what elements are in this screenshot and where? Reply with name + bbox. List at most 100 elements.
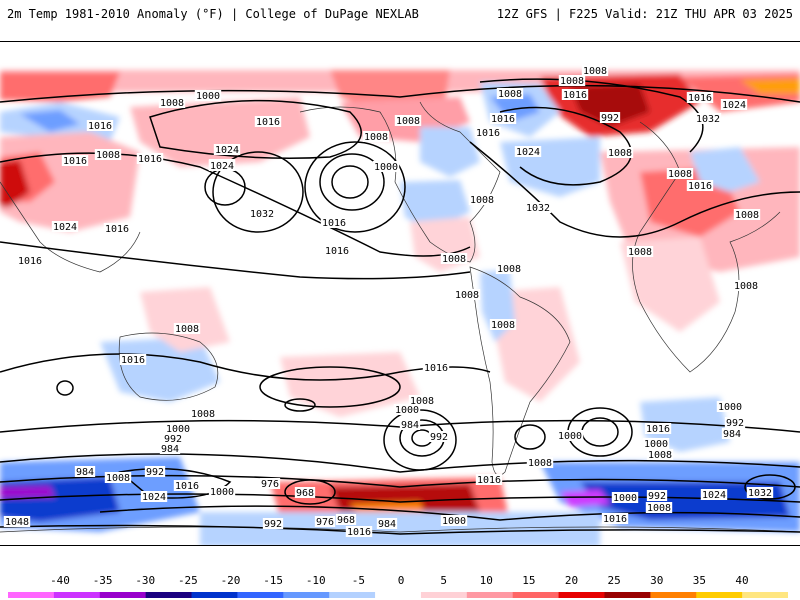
anomaly-shading: [0, 70, 800, 545]
svg-text:1048: 1048: [5, 517, 29, 528]
isobar-label: 1008: [526, 457, 554, 469]
colorbar-swatch: [191, 592, 238, 598]
isobar-label: 1008: [408, 395, 436, 407]
svg-text:1008: 1008: [735, 210, 759, 221]
svg-text:1016: 1016: [477, 475, 501, 486]
isobar-label: 1000: [716, 401, 744, 413]
svg-text:1008: 1008: [734, 281, 758, 292]
svg-text:1008: 1008: [470, 195, 494, 206]
map-panel: 1008 1000 1008 1016 1016 1008 1016 1016 1024 1024…: [0, 41, 800, 546]
svg-text:1016: 1016: [347, 527, 371, 538]
isobar-label: 984: [159, 443, 181, 455]
svg-text:1008: 1008: [364, 132, 388, 143]
svg-text:992: 992: [164, 434, 182, 445]
isobar-label: 1016: [119, 354, 147, 366]
svg-text:1024: 1024: [702, 490, 726, 501]
isobar-label: 976: [259, 478, 281, 490]
svg-text:1008: 1008: [175, 324, 199, 335]
svg-text:992: 992: [726, 418, 744, 429]
svg-text:1024: 1024: [215, 145, 239, 156]
svg-text:1008: 1008: [410, 396, 434, 407]
colorbar-swatch: [237, 592, 284, 598]
svg-text:1008: 1008: [442, 254, 466, 265]
southern-ocean-purple-e: [560, 490, 610, 507]
svg-text:1016: 1016: [256, 117, 280, 128]
svg-text:1008: 1008: [608, 148, 632, 159]
isobar-label: 1000: [642, 438, 670, 450]
isobar-label: 1016: [561, 89, 589, 101]
west-africa-warm: [620, 237, 720, 332]
isobar-label: 1008: [189, 408, 217, 420]
svg-text:1008: 1008: [528, 458, 552, 469]
isobar-labels: 1008 1000 1008 1016 1016 1008 1016 1016 1024 1024…: [3, 65, 774, 538]
isobar-label: 1024: [720, 99, 748, 111]
colorbar-tick-label: -5: [351, 574, 365, 587]
svg-text:1008: 1008: [628, 247, 652, 258]
colorbar-swatch: [99, 592, 147, 598]
svg-text:968: 968: [337, 515, 355, 526]
svg-text:1016: 1016: [138, 154, 162, 165]
alaska-cold-core: [20, 110, 80, 132]
arctic-orange: [740, 78, 800, 94]
isobar-label: 1016: [254, 116, 282, 128]
isobar-label: 1008: [496, 88, 524, 100]
svg-text:1000: 1000: [196, 91, 220, 102]
colorbar-swatch: [375, 592, 422, 598]
isobar-label: 1000: [164, 423, 192, 435]
isobar-label: 1024: [208, 160, 236, 172]
colorbar-swatch: [53, 592, 101, 598]
isobar-label: 992: [599, 112, 621, 124]
isobar-label: 1048: [3, 516, 31, 528]
south-pacific-warm: [280, 352, 420, 417]
isobar-label: 1008: [732, 280, 760, 292]
svg-text:992: 992: [264, 519, 282, 530]
isobar-label: 976: [314, 516, 336, 528]
isobar-label: 1016: [136, 153, 164, 165]
isobar-label: 1024: [514, 146, 542, 158]
isobar-label: 1024: [140, 491, 168, 503]
colorbar-tick-label: 10: [479, 574, 493, 587]
isobar-label: 992: [724, 417, 746, 429]
svg-text:1008: 1008: [191, 409, 215, 420]
svg-text:976: 976: [261, 479, 279, 490]
isobar-label: 1008: [495, 263, 523, 275]
svg-text:1016: 1016: [476, 128, 500, 139]
isobar-label: 968: [335, 514, 357, 526]
svg-text:976: 976: [316, 517, 334, 528]
isobar-label: 1008: [666, 168, 694, 180]
colorbar-ticks: -40 -35 -30 -25 -20 -15 -10 -5 0 5 10 15 20 25 30 35 40: [0, 574, 800, 588]
australia-coast: [118, 332, 219, 401]
isobar-label: 1032: [524, 202, 552, 214]
isobar-label: 992: [144, 466, 166, 478]
isobar-label: 968: [294, 487, 316, 499]
weather-map: 1008 1000 1008 1016 1016 1008 1016 1016 1024 1024…: [0, 65, 800, 545]
isobar-label: 1016: [686, 92, 714, 104]
svg-text:1008: 1008: [106, 473, 130, 484]
isobar-label: 1016: [475, 474, 503, 486]
isobar-label: 1016: [86, 120, 114, 132]
isobar-label: 1016: [345, 526, 373, 538]
colorbar-tick-label: -35: [92, 574, 113, 587]
svg-text:984: 984: [401, 420, 419, 431]
colorbar-tick-label: -30: [135, 574, 156, 587]
isobar-label: 1016: [474, 127, 502, 139]
svg-text:1016: 1016: [175, 481, 199, 492]
isobar-label: 984: [376, 518, 398, 530]
svg-text:1008: 1008: [497, 264, 521, 275]
isobar-label: 1008: [158, 97, 186, 109]
svg-text:984: 984: [378, 519, 396, 530]
svg-text:1024: 1024: [210, 161, 234, 172]
isobar-label: 1016: [103, 223, 131, 235]
svg-text:1000: 1000: [644, 439, 668, 450]
colorbar-tick-label: 0: [397, 574, 405, 587]
svg-text:992: 992: [146, 467, 164, 478]
svg-text:1016: 1016: [18, 256, 42, 267]
colorbar-tick-label: 15: [522, 574, 536, 587]
svg-text:1008: 1008: [668, 169, 692, 180]
isobar-label: 1032: [248, 208, 276, 220]
siberia-core: [570, 84, 650, 127]
svg-text:1016: 1016: [491, 114, 515, 125]
isobar-label: 1008: [626, 246, 654, 258]
svg-text:1008: 1008: [96, 150, 120, 161]
svg-text:1008: 1008: [583, 66, 607, 77]
